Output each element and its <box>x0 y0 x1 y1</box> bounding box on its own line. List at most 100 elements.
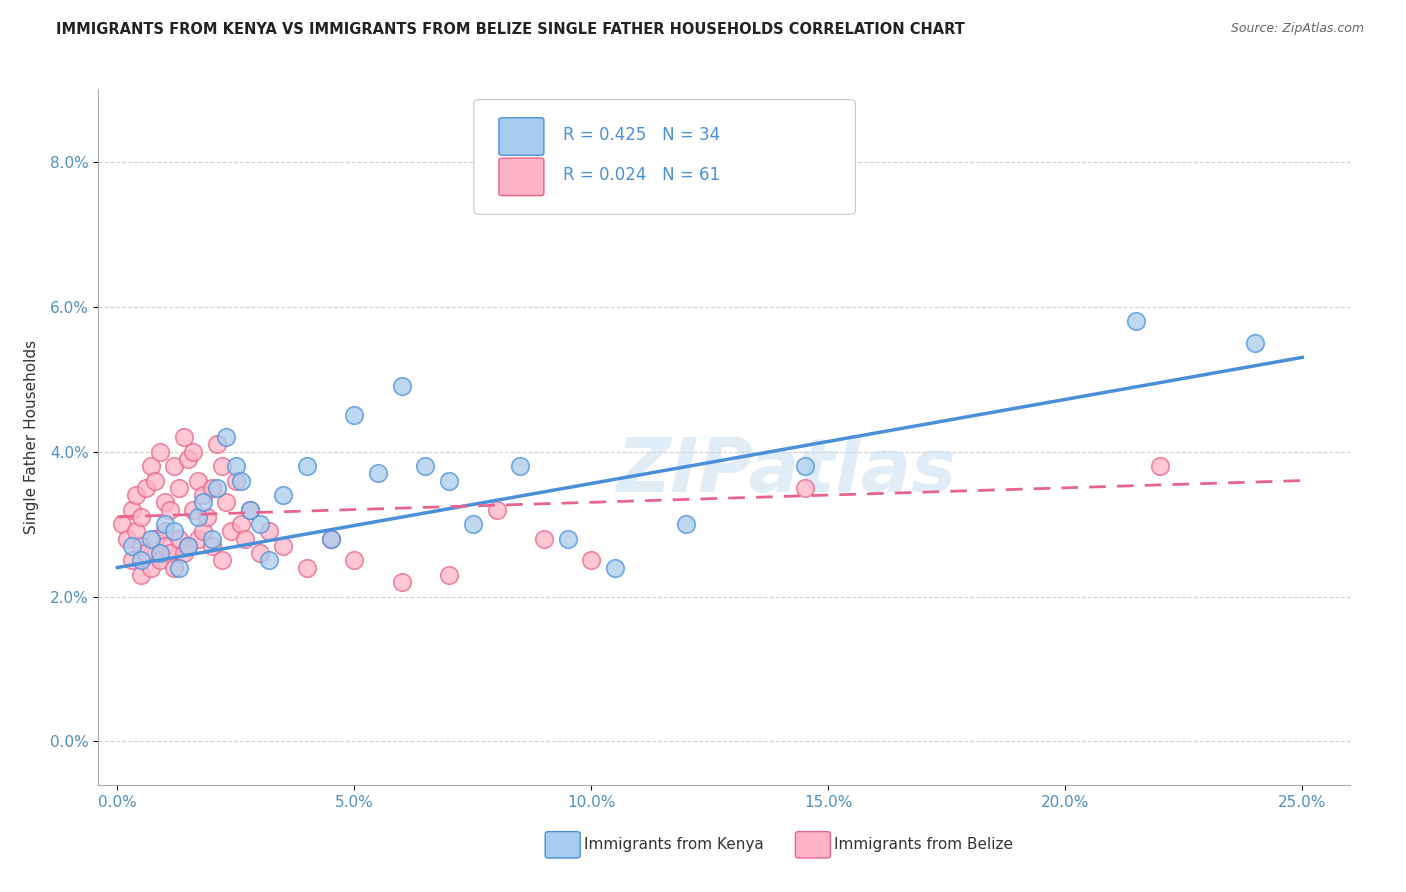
Point <box>581 553 603 567</box>
Point <box>225 458 247 473</box>
Point <box>149 444 172 458</box>
Point <box>219 524 242 539</box>
FancyBboxPatch shape <box>499 158 544 195</box>
Point <box>173 546 195 560</box>
Point <box>295 560 318 574</box>
Text: IMMIGRANTS FROM KENYA VS IMMIGRANTS FROM BELIZE SINGLE FATHER HOUSEHOLDS CORRELA: IMMIGRANTS FROM KENYA VS IMMIGRANTS FROM… <box>56 22 965 37</box>
Point <box>129 539 152 553</box>
Point <box>437 567 460 582</box>
Point <box>129 567 152 582</box>
Point <box>343 409 366 423</box>
Point <box>153 524 176 539</box>
Point <box>173 430 195 444</box>
Point <box>205 481 228 495</box>
Point <box>235 532 257 546</box>
Point <box>181 502 204 516</box>
Point <box>125 488 148 502</box>
Point <box>159 546 181 560</box>
Point <box>153 516 176 531</box>
Point <box>187 509 209 524</box>
Text: R = 0.024   N = 61: R = 0.024 N = 61 <box>562 167 720 185</box>
Point <box>229 516 252 531</box>
Point <box>249 546 271 560</box>
Point <box>271 539 294 553</box>
Point <box>1125 314 1147 328</box>
Point <box>201 532 224 546</box>
Point <box>793 481 815 495</box>
Point <box>367 467 389 481</box>
Point <box>201 539 224 553</box>
Point <box>557 532 579 546</box>
Point <box>343 553 366 567</box>
Point <box>675 516 697 531</box>
Point <box>391 379 413 393</box>
Point <box>509 458 531 473</box>
Point <box>163 458 186 473</box>
Point <box>139 532 162 546</box>
Point <box>121 539 143 553</box>
Point <box>415 458 437 473</box>
Point <box>143 474 166 488</box>
Point <box>149 546 172 560</box>
Point <box>437 474 460 488</box>
Point <box>153 539 176 553</box>
Point <box>319 532 342 546</box>
Point <box>533 532 555 546</box>
Point <box>177 451 200 466</box>
Text: Immigrants from Kenya: Immigrants from Kenya <box>583 838 763 852</box>
Point <box>249 516 271 531</box>
Point <box>391 574 413 589</box>
Point <box>111 516 134 531</box>
Point <box>225 474 247 488</box>
Point <box>129 553 152 567</box>
Point <box>121 553 143 567</box>
Point <box>239 502 262 516</box>
Point <box>197 509 219 524</box>
FancyBboxPatch shape <box>474 100 855 214</box>
Point <box>129 509 152 524</box>
Point <box>143 532 166 546</box>
Point <box>139 560 162 574</box>
Point <box>603 560 626 574</box>
Point <box>167 532 190 546</box>
Text: R = 0.425   N = 34: R = 0.425 N = 34 <box>562 126 720 145</box>
Point <box>135 546 157 560</box>
Point <box>167 481 190 495</box>
Point <box>793 458 815 473</box>
Point <box>271 488 294 502</box>
Y-axis label: Single Father Households: Single Father Households <box>24 340 39 534</box>
Point <box>115 532 138 546</box>
Point <box>257 524 280 539</box>
Point <box>125 524 148 539</box>
Text: ZIPatlas: ZIPatlas <box>617 435 956 508</box>
Point <box>211 553 233 567</box>
Point <box>1244 335 1267 350</box>
FancyBboxPatch shape <box>546 831 581 858</box>
Point <box>153 495 176 509</box>
Point <box>229 474 252 488</box>
FancyBboxPatch shape <box>796 831 831 858</box>
Point <box>319 532 342 546</box>
Point <box>135 481 157 495</box>
Point <box>181 444 204 458</box>
Point <box>191 495 214 509</box>
Point <box>159 502 181 516</box>
Point <box>163 524 186 539</box>
Point <box>211 458 233 473</box>
Point <box>191 488 214 502</box>
Point <box>163 560 186 574</box>
Point <box>215 430 238 444</box>
Point <box>485 502 508 516</box>
Point <box>239 502 262 516</box>
Point <box>177 539 200 553</box>
Point <box>461 516 484 531</box>
Point <box>121 502 143 516</box>
Point <box>187 474 209 488</box>
Point <box>1149 458 1171 473</box>
Point <box>295 458 318 473</box>
Point <box>167 560 190 574</box>
Point <box>257 553 280 567</box>
Point <box>205 437 228 451</box>
Point <box>187 532 209 546</box>
Point <box>201 481 224 495</box>
